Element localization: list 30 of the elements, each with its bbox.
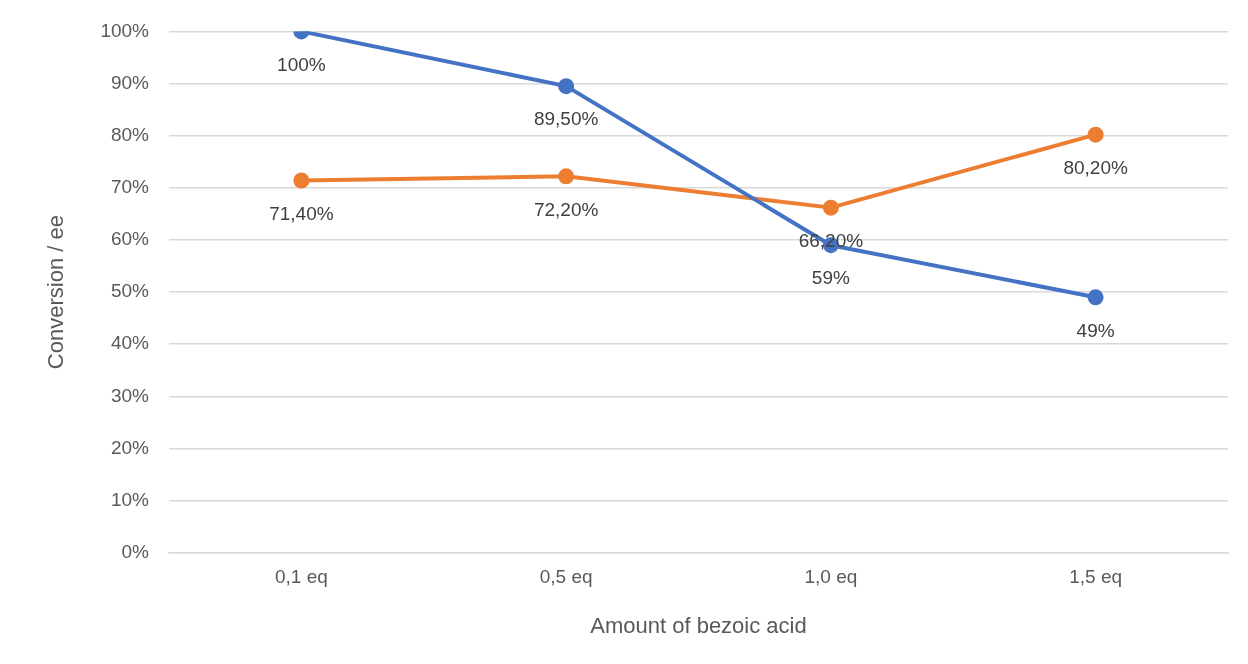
y-tick-label: 50% [110,280,150,302]
x-tick-label: 1,0 eq [804,566,858,588]
point [558,168,575,185]
y-tick-label: 80% [110,123,150,145]
point [1087,289,1104,306]
x-tick-label: 0,1 eq [274,566,328,588]
x-tick-label: 0,5 eq [539,566,593,588]
point [1087,126,1104,143]
y-tick-label: 90% [110,71,150,93]
y-tick-label: 30% [110,384,150,406]
y-tick-label: 10% [110,488,150,510]
data-label: 80,20% [1063,156,1128,178]
y-axis-title: Conversion / ee [43,215,69,370]
y-tick-label: 0% [121,541,150,563]
x-axis-title: Amount of bezoic acid [590,612,807,638]
point [558,78,575,95]
data-label: 71,40% [269,202,334,224]
point [822,199,839,216]
y-tick-label: 70% [110,176,150,198]
data-label: 59% [811,267,850,289]
y-tick-label: 20% [110,436,150,458]
data-label: 100% [277,53,326,75]
y-tick-label: 100% [100,19,150,41]
point [293,172,310,189]
data-label: 89,50% [533,108,599,130]
x-tick-label: 1,5 eq [1069,566,1123,588]
data-label: 72,20% [533,198,599,220]
data-label: 49% [1076,319,1115,341]
y-tick-label: 40% [110,332,150,354]
y-tick-label: 60% [110,228,150,250]
